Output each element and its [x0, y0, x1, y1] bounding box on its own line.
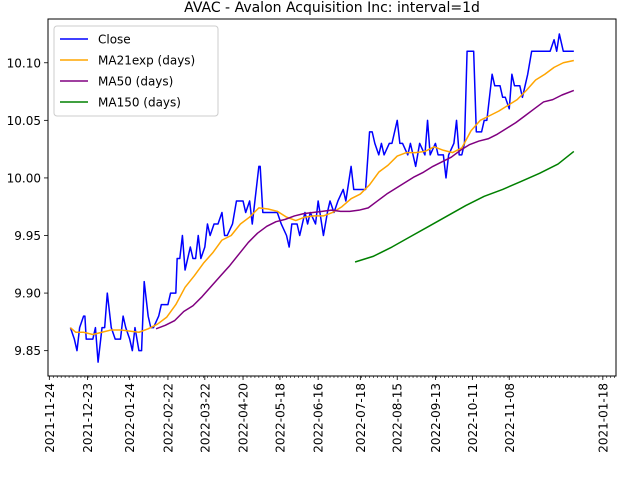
x-tick-label: 2022-11-08 [503, 383, 517, 453]
y-tick-label: 10.10 [7, 56, 41, 70]
x-tick-label: 2021-11-24 [43, 383, 57, 453]
x-tick-label: 2022-09-13 [429, 383, 443, 453]
x-tick-label: 2022-02-22 [161, 383, 175, 453]
legend-label: Close [98, 33, 131, 47]
x-tick-label: 2022-08-15 [391, 383, 405, 453]
legend-label: MA150 (days) [98, 96, 181, 110]
legend-label: MA50 (days) [98, 75, 173, 89]
series-line-3 [354, 150, 575, 263]
legend-box [53, 25, 219, 117]
y-tick-label: 10.05 [7, 114, 41, 128]
plot-frame [47, 18, 617, 377]
chart-title: AVAC - Avalon Acquisition Inc: interval=… [184, 0, 480, 16]
x-tick-label: 2022-06-16 [312, 383, 326, 453]
x-tick-label: 2022-04-20 [237, 383, 251, 453]
y-tick-label: 9.90 [14, 287, 41, 301]
x-axis: 2021-11-24 2021-12-23 2022-01-24 2022-02-22… [43, 376, 615, 453]
series-layer [69, 33, 575, 363]
y-tick-label: 10.00 [7, 171, 41, 185]
legend-label: MA21exp (days) [98, 54, 195, 68]
series-line-2 [155, 89, 575, 330]
y-axis: 9.85 9.90 9.95 10.00 10.05 10.10 [7, 56, 48, 358]
legend: Close MA21exp (days) MA50 (days) MA150 (day… [53, 25, 219, 117]
series-line-0 [69, 33, 574, 363]
x-tick-label: 2022-03-22 [198, 383, 212, 453]
x-tick-label: 2021-12-23 [81, 383, 95, 453]
x-tick-label: 2022-05-18 [273, 383, 287, 453]
x-tick-label: 2021-01-18 [596, 383, 610, 453]
y-tick-label: 9.95 [14, 229, 41, 243]
x-tick-label: 2022-10-11 [466, 383, 480, 453]
series-line-1 [69, 59, 574, 336]
x-tick-label: 2022-01-24 [123, 383, 137, 453]
x-tick-label: 2022-07-18 [354, 383, 368, 453]
y-tick-label: 9.85 [14, 344, 41, 358]
